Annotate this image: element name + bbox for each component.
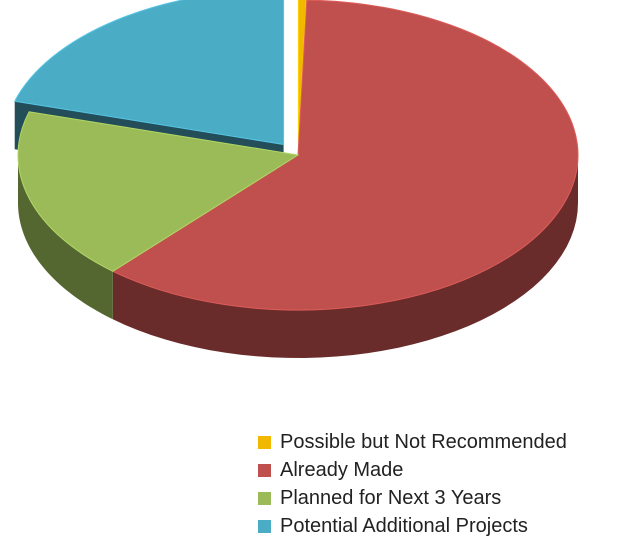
pie-tops [13, 0, 579, 311]
legend-swatch [258, 519, 271, 533]
slice-possible-but-not-recommended [297, 0, 307, 142]
legend-swatch [258, 491, 271, 505]
legend-label: Possible but Not Recommended [280, 430, 567, 453]
legend-label: Planned for Next 3 Years [280, 486, 502, 509]
legend-label: Already Made [280, 458, 404, 481]
slice-potential-additional-projects [13, 0, 285, 146]
slice-planned-for-next-3-years [17, 111, 300, 272]
legend-swatch [258, 463, 271, 477]
slice-side-planned-for-next-3-years [18, 155, 113, 320]
legend-label: Potential Additional Projects [280, 514, 528, 537]
legend-item-planned-next-3-years: Planned for Next 3 Years [258, 484, 567, 512]
legend-item-potential-additional-projects: Potential Additional Projects [258, 512, 567, 540]
legend-item-already-made: Already Made [258, 456, 567, 484]
legend-item-possible-not-recommended: Possible but Not Recommended [258, 428, 567, 456]
chart-legend: Possible but Not Recommended Already Mad… [258, 428, 567, 540]
legend-swatch [258, 435, 271, 449]
slice-side-already-made [112, 155, 579, 358]
slice-already-made [111, 0, 579, 311]
